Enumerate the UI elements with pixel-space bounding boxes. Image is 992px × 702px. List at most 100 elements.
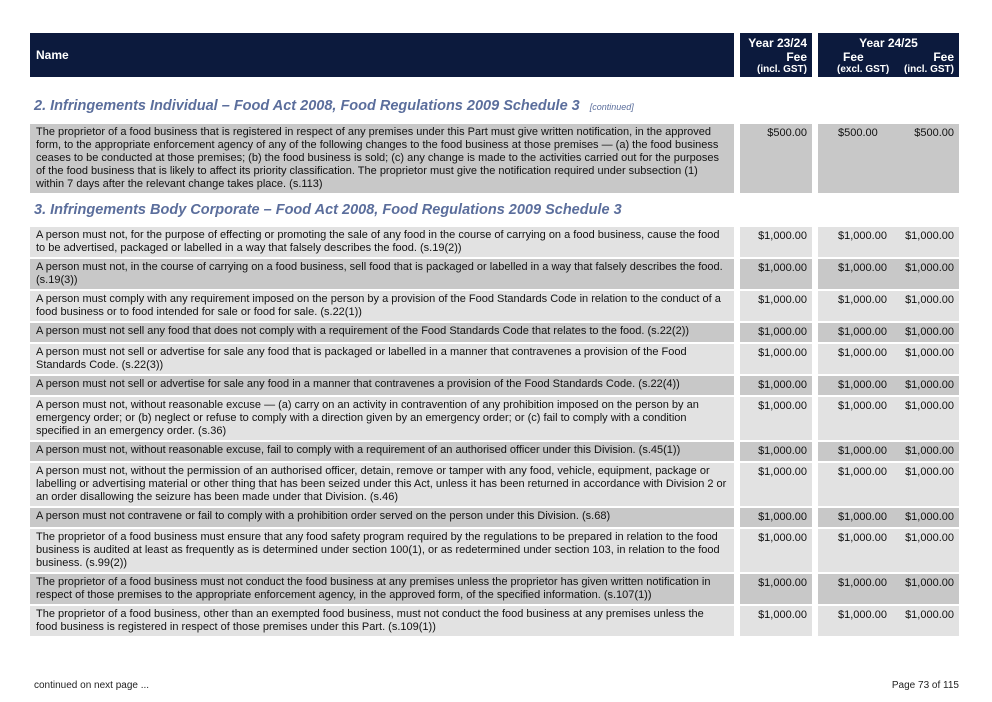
fee-2425-incl: $1,000.00 [905,262,954,274]
fee-2425-incl: $1,000.00 [905,577,954,589]
offence-description: A person must not, without the permissio… [30,463,734,506]
fee-2425: $1,000.00 $1,000.00 [818,323,959,342]
fee-2425: $1,000.00 $1,000.00 [818,442,959,461]
fee-2324-incl: $1,000.00 [740,606,812,636]
header-year-2324: Year 23/24 Fee (incl. GST) [740,33,812,77]
offence-description: The proprietor of a food business must n… [30,574,734,604]
header-year-label: Year 24/25 [859,36,918,50]
offence-description: A person must not contravene or fail to … [30,508,734,527]
fee-2324-incl: $1,000.00 [740,442,812,461]
section-title: 2. Infringements Individual – Food Act 2… [34,98,580,114]
fee-2324-incl: $1,000.00 [740,227,812,257]
fee-2425: $1,000.00 $1,000.00 [818,463,959,506]
table-row: A person must not sell or advertise for … [30,344,959,374]
table-row: A person must not, in the course of carr… [30,259,959,289]
header-fee-label: Fee [786,50,807,64]
offence-description: A person must comply with any requiremen… [30,291,734,321]
fee-2425: $1,000.00 $1,000.00 [818,606,959,636]
fee-2425-incl: $1,000.00 [905,400,954,412]
offence-description: A person must not, without reasonable ex… [30,442,734,461]
table-row: A person must comply with any requiremen… [30,291,959,321]
table-row: The proprietor of a food business must e… [30,529,959,572]
header-year-2425: Year 24/25 Fee Fee (excl. GST) (incl. GS… [818,33,959,77]
fee-2425-excl: $1,000.00 [838,379,887,391]
table-row: A person must not, without the permissio… [30,463,959,506]
fee-2425-excl: $1,000.00 [838,262,887,274]
fee-2425-incl: $1,000.00 [905,379,954,391]
fee-2324-incl: $1,000.00 [740,259,812,289]
table-row: A person must not, without reasonable ex… [30,397,959,440]
fee-2425-excl: $1,000.00 [838,511,887,523]
offence-description: A person must not sell or advertise for … [30,376,734,395]
offence-description: A person must not, in the course of carr… [30,259,734,289]
table-row: A person must not sell or advertise for … [30,376,959,395]
fee-2425-excl: $1,000.00 [838,230,887,242]
offence-description: A person must not sell any food that doe… [30,323,734,342]
section-3-table: A person must not, for the purpose of ef… [30,227,959,638]
table-row: A person must not, for the purpose of ef… [30,227,959,257]
fee-2324-incl: $1,000.00 [740,376,812,395]
fee-2425: $1,000.00 $1,000.00 [818,376,959,395]
fee-2324-incl: $1,000.00 [740,344,812,374]
fee-2324-incl: $1,000.00 [740,397,812,440]
fee-2425-excl: $1,000.00 [838,347,887,359]
table-row: A person must not, without reasonable ex… [30,442,959,461]
fee-2425: $1,000.00 $1,000.00 [818,529,959,572]
table-row: A person must not contravene or fail to … [30,508,959,527]
fee-2425-excl: $1,000.00 [838,577,887,589]
fee-2425: $1,000.00 $1,000.00 [818,227,959,257]
fee-2324-incl: $1,000.00 [740,508,812,527]
fee-2425-excl: $1,000.00 [838,445,887,457]
fee-2425-incl: $1,000.00 [905,230,954,242]
fee-2425-incl: $1,000.00 [905,294,954,306]
fee-2425-incl: $1,000.00 [905,445,954,457]
fee-2425-excl: $1,000.00 [838,532,887,544]
fee-2425-incl: $1,000.00 [905,609,954,621]
page-number: Page 73 of 115 [891,680,959,691]
header-fee-label: Fee [843,50,864,64]
fee-2425-incl: $1,000.00 [905,326,954,338]
fee-2324-incl: $1,000.00 [740,574,812,604]
fee-2425-incl: $1,000.00 [905,347,954,359]
fee-2425: $1,000.00 $1,000.00 [818,397,959,440]
header-name: Name [30,33,734,77]
table-row: The proprietor of a food business that i… [30,124,959,193]
fee-2425: $1,000.00 $1,000.00 [818,291,959,321]
table-row: The proprietor of a food business must n… [30,574,959,604]
offence-description: The proprietor of a food business that i… [30,124,734,193]
offence-description: A person must not, without reasonable ex… [30,397,734,440]
offence-description: A person must not, for the purpose of ef… [30,227,734,257]
fee-2425-excl: $1,000.00 [838,400,887,412]
header-gst-label: (excl. GST) [837,64,890,75]
fee-2324-incl: $1,000.00 [740,323,812,342]
header-fee-label: Fee [933,50,954,64]
section-2-table: The proprietor of a food business that i… [30,124,959,195]
fee-2425: $1,000.00 $1,000.00 [818,508,959,527]
section-2-heading: 2. Infringements Individual – Food Act 2… [34,98,634,114]
fee-2425-excl: $1,000.00 [838,609,887,621]
fee-2425-incl: $1,000.00 [905,532,954,544]
fee-2425-excl: $1,000.00 [838,466,887,478]
fee-2324-incl: $500.00 [740,124,812,193]
fee-2425-incl: $500.00 [914,127,954,139]
table-row: A person must not sell any food that doe… [30,323,959,342]
fee-2425: $1,000.00 $1,000.00 [818,344,959,374]
continued-label: [continued] [589,102,634,112]
fee-2324-incl: $1,000.00 [740,291,812,321]
fee-2425-excl: $500.00 [838,127,878,139]
offence-description: The proprietor of a food business, other… [30,606,734,636]
header-gst-label: (incl. GST) [757,64,807,75]
fee-2425: $500.00 $500.00 [818,124,959,193]
fee-2425-excl: $1,000.00 [838,326,887,338]
header-year-label: Year 23/24 [748,36,807,50]
fee-2324-incl: $1,000.00 [740,529,812,572]
fee-2425: $1,000.00 $1,000.00 [818,574,959,604]
header-gst-label: (incl. GST) [904,64,954,75]
offence-description: A person must not sell or advertise for … [30,344,734,374]
fee-2425-incl: $1,000.00 [905,511,954,523]
fee-2425-incl: $1,000.00 [905,466,954,478]
table-header: Name Year 23/24 Fee (incl. GST) Year 24/… [30,33,959,77]
fee-2324-incl: $1,000.00 [740,463,812,506]
fee-2425-excl: $1,000.00 [838,294,887,306]
section-3-heading: 3. Infringements Body Corporate – Food A… [34,202,622,218]
